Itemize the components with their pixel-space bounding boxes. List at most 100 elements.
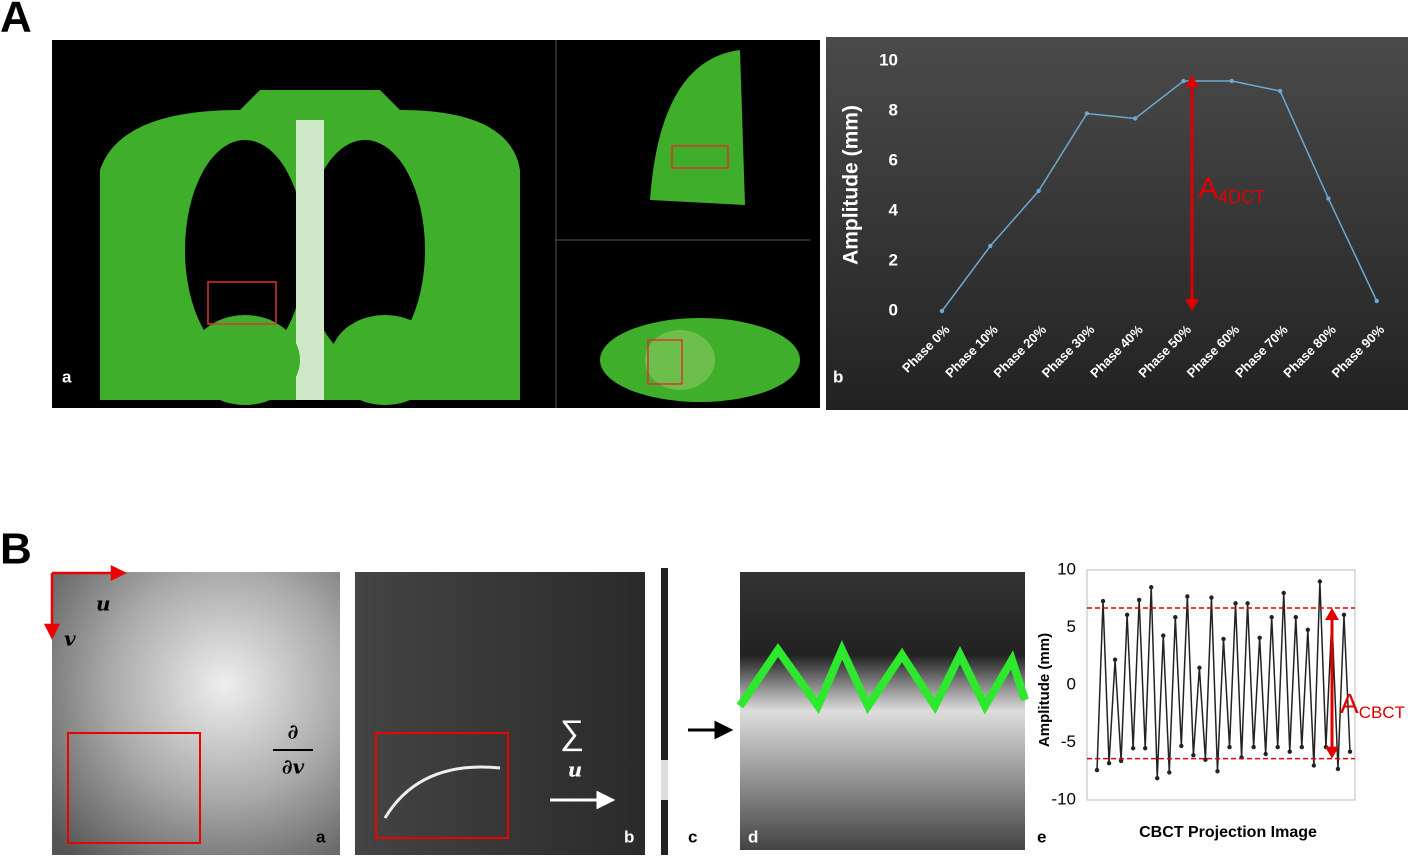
sublabel: b — [624, 827, 634, 846]
plot-frame — [1086, 569, 1356, 801]
arrowhead — [1325, 607, 1339, 620]
data-point — [939, 308, 945, 314]
sublabel: a — [316, 827, 326, 846]
operator: ∂ — [288, 720, 299, 744]
arrowhead — [1185, 299, 1199, 311]
data-point — [1275, 744, 1280, 750]
data-line — [941, 80, 1378, 312]
axis-symbol: v — [64, 627, 76, 651]
data-point — [1311, 763, 1317, 768]
annotation: ACBCT — [1340, 688, 1405, 722]
annotation: A4DCT — [1198, 172, 1265, 207]
data-point — [1130, 746, 1136, 751]
y-tick-label: 8 — [889, 100, 898, 119]
roi-box — [207, 281, 277, 325]
data-point — [1173, 614, 1178, 620]
data-point — [1203, 757, 1208, 762]
sublabel: a — [62, 367, 72, 386]
axis-arrows — [43, 564, 127, 640]
roi-box — [647, 339, 683, 385]
data-point — [1191, 752, 1196, 758]
y-tick-label: 4 — [889, 200, 899, 219]
x-axis-label: CBCT Projection Image — [1139, 824, 1317, 841]
sublabel: b — [833, 367, 843, 386]
y-axis-label: Amplitude (mm) — [840, 105, 863, 265]
data-point — [1209, 595, 1214, 600]
xray-image — [52, 572, 340, 855]
y-tick-label: -10 — [1051, 789, 1076, 808]
data-point — [1374, 298, 1379, 304]
data-point — [1084, 111, 1090, 116]
sublabel: e — [1037, 827, 1046, 846]
data-point — [1281, 590, 1286, 596]
kymogram — [740, 572, 1025, 850]
data-point — [1257, 635, 1262, 641]
data-point — [1263, 751, 1268, 757]
y-tick-label: 2 — [889, 250, 898, 269]
data-point — [1277, 88, 1283, 94]
data-point — [1221, 636, 1226, 642]
data-point — [1305, 627, 1311, 632]
data-point — [1227, 744, 1232, 750]
data-point — [1142, 746, 1148, 751]
data-point — [1251, 744, 1256, 750]
data-point — [1155, 775, 1160, 781]
panel-label: A — [0, 0, 32, 42]
gradient-image — [355, 572, 645, 855]
y-tick-label: 6 — [889, 150, 898, 169]
sublabel: c — [688, 827, 697, 846]
arrow — [550, 790, 616, 810]
data-point — [1269, 614, 1274, 620]
operator: ∑ — [560, 714, 584, 752]
y-tick-label: 10 — [1057, 559, 1076, 578]
data-point — [1326, 196, 1331, 201]
data-point — [1185, 594, 1190, 599]
data-point — [1136, 597, 1142, 603]
arrowhead — [1185, 75, 1199, 87]
data-point — [1233, 601, 1238, 606]
annotation-text: A — [1198, 172, 1218, 205]
data-point — [1112, 657, 1118, 662]
data-point — [1181, 78, 1186, 84]
data-point — [1100, 598, 1106, 604]
y-tick-label: 5 — [1067, 617, 1076, 636]
operator: u — [568, 758, 583, 782]
operator: ∂v — [282, 755, 305, 779]
data-point — [1341, 612, 1347, 618]
data-point — [988, 243, 993, 249]
roi-box — [67, 732, 201, 844]
data-point — [1094, 767, 1100, 773]
data-point — [1347, 749, 1353, 754]
y-tick-label: -5 — [1061, 732, 1076, 751]
data-point — [1299, 744, 1305, 750]
data-point — [1167, 770, 1172, 775]
annotation-text: A — [1340, 688, 1359, 719]
data-point — [1245, 601, 1250, 606]
data-point — [1287, 749, 1292, 754]
ct-anatomy — [100, 50, 800, 405]
data-point — [1215, 769, 1220, 774]
profile-strip — [661, 568, 668, 855]
annotation-subscript: CBCT — [1359, 703, 1405, 722]
data-point — [1161, 633, 1166, 638]
y-tick-label: 0 — [889, 300, 898, 319]
data-point — [1036, 188, 1041, 194]
y-axis-label: Amplitude (mm) — [1036, 633, 1053, 747]
roi-box — [375, 732, 509, 839]
chart-background — [826, 37, 1408, 410]
axis-symbol: u — [96, 592, 111, 616]
data-point — [1106, 761, 1112, 766]
annotation-subscript: 4DCT — [1218, 187, 1265, 207]
arrowhead — [1325, 746, 1339, 759]
roi-box — [671, 145, 729, 169]
data-point — [1179, 743, 1184, 749]
data-point — [1293, 614, 1298, 620]
data-point — [1118, 758, 1124, 764]
panel-label: B — [0, 525, 32, 574]
data-point — [1133, 116, 1138, 121]
edge — [383, 765, 501, 819]
profile-strip — [661, 760, 668, 800]
sublabel: d — [748, 827, 758, 846]
data-point — [1317, 579, 1323, 584]
data-point — [1229, 78, 1235, 84]
